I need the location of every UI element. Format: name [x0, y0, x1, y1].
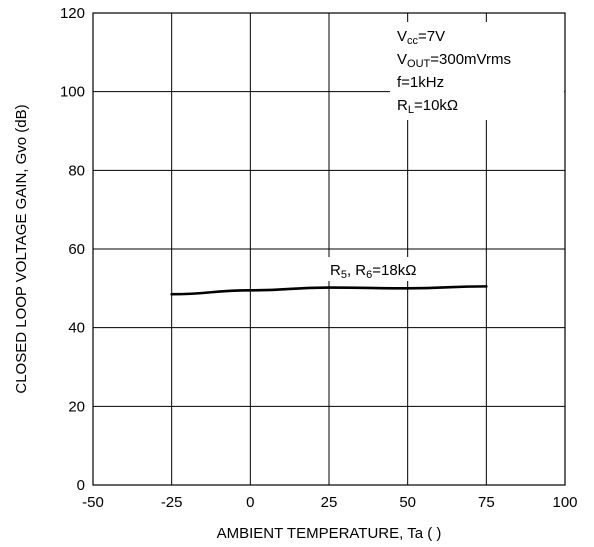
condition-vout: VOUT=300mVrms: [397, 51, 511, 70]
x-tick-label: 75: [478, 494, 495, 511]
series-layer: [170, 285, 488, 296]
x-tick-label: -50: [82, 494, 104, 511]
y-tick-label: 100: [60, 84, 85, 101]
x-axis-label: AMBIENT TEMPERATURE, Ta ( ): [217, 525, 442, 542]
x-tick-label: -25: [161, 494, 183, 511]
x-tick-label: 0: [246, 494, 254, 511]
y-tick-label: 20: [68, 398, 85, 415]
series-label: R5, R6=18kΩ: [330, 262, 416, 281]
y-axis-label: CLOSED LOOP VOLTAGE GAIN, Gvo (dB): [13, 104, 30, 393]
condition-rl: RL=10kΩ: [397, 97, 458, 116]
y-tick-label: 120: [60, 5, 85, 22]
tick-labels: -50 -25 0 25 50 75 100 0 20 40 60 80 100 120: [60, 5, 578, 511]
grid-lines: [93, 13, 565, 485]
x-tick-label: 100: [552, 494, 577, 511]
series-line-r5-r6-18k: [170, 285, 488, 296]
x-tick-label: 25: [321, 494, 338, 511]
conditions-backdrop: [390, 22, 564, 120]
condition-frequency: f=1kHz: [397, 74, 444, 91]
series-label-backdrop: [326, 257, 466, 281]
y-tick-label: 0: [77, 477, 85, 494]
y-tick-label: 80: [68, 162, 85, 179]
condition-vcc: Vcc=7V: [397, 28, 445, 47]
test-conditions: Vcc=7V VOUT=300mVrms f=1kHz RL=10kΩ: [397, 28, 511, 116]
y-tick-label: 40: [68, 320, 85, 337]
plot-frame: [92, 12, 566, 486]
y-tick-label: 60: [68, 241, 85, 258]
x-tick-label: 50: [399, 494, 416, 511]
